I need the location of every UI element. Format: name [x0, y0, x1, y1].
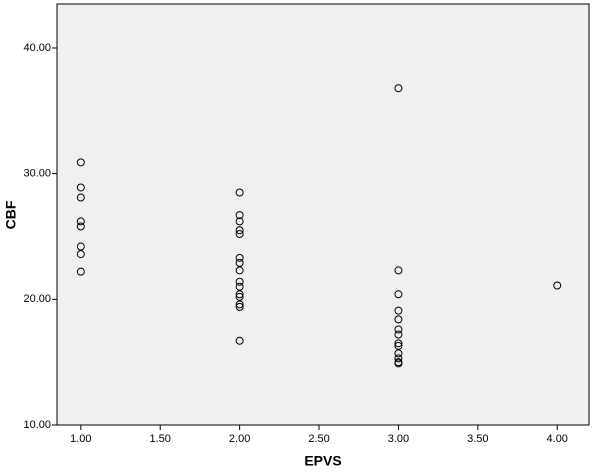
point: [235, 253, 244, 262]
y-tick-label: 20.00: [23, 293, 51, 305]
y-axis-title: CBF: [3, 200, 19, 229]
point: [394, 349, 403, 358]
point: [235, 188, 244, 197]
point: [394, 359, 403, 368]
point: [394, 290, 403, 299]
point: [235, 211, 244, 220]
point: [76, 183, 85, 192]
point: [76, 193, 85, 202]
point: [394, 266, 403, 275]
point: [235, 258, 244, 267]
x-tick-label: 3.50: [467, 433, 488, 445]
point: [235, 282, 244, 291]
point: [235, 290, 244, 299]
point: [235, 266, 244, 275]
point: [235, 302, 244, 311]
point: [235, 277, 244, 286]
point: [235, 292, 244, 301]
y-tick-label: 10.00: [23, 419, 51, 431]
point: [76, 217, 85, 226]
point: [394, 306, 403, 315]
point: [235, 229, 244, 238]
plot-area: [56, 3, 590, 426]
x-tick-label: 1.50: [150, 433, 171, 445]
point: [76, 222, 85, 231]
x-tick-label: 2.00: [229, 433, 250, 445]
point: [394, 341, 403, 350]
y-tick-label: 40.00: [23, 42, 51, 54]
point: [553, 281, 562, 290]
y-tick-label: 30.00: [23, 168, 51, 180]
point: [235, 226, 244, 235]
point: [76, 250, 85, 259]
x-tick-label: 1.00: [70, 433, 91, 445]
point: [394, 315, 403, 324]
point: [394, 354, 403, 363]
point: [76, 158, 85, 167]
point: [394, 325, 403, 334]
point: [235, 336, 244, 345]
x-tick-label: 2.50: [308, 433, 329, 445]
x-tick-label: 3.00: [388, 433, 409, 445]
point: [394, 330, 403, 339]
x-tick-label: 4.00: [547, 433, 568, 445]
point: [76, 267, 85, 276]
point: [235, 300, 244, 309]
point: [76, 242, 85, 251]
x-axis-title: EPVS: [304, 453, 341, 469]
point: [394, 339, 403, 348]
point: [394, 84, 403, 93]
point: [235, 217, 244, 226]
